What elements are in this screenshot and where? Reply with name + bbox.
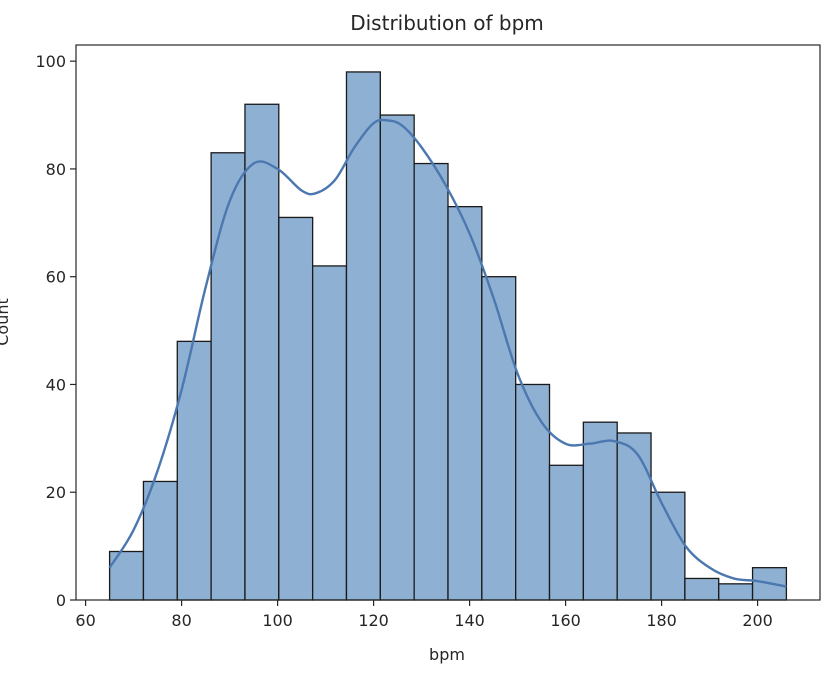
x-tick-label: 160 (550, 611, 581, 630)
histogram-bar (548, 464, 585, 601)
chart-title: Distribution of bpm (350, 11, 544, 35)
x-tick-label: 140 (454, 611, 485, 630)
y-tick-label: 20 (46, 483, 66, 502)
histogram-bar (718, 583, 754, 601)
y-axis-ticks: 0 20 40 60 80 100 (35, 52, 76, 610)
y-axis-label: Count (0, 298, 12, 346)
y-tick-label: 40 (46, 375, 66, 394)
plot-frame (75, 44, 821, 601)
x-tick-label: 200 (742, 611, 773, 630)
histogram-bar (684, 577, 720, 601)
y-tick-label: 60 (46, 268, 66, 287)
x-tick-label: 100 (262, 611, 293, 630)
y-tick-label: 0 (56, 591, 66, 610)
histogram-bar (244, 103, 280, 601)
histogram-bar (515, 383, 551, 601)
histogram-bar (210, 152, 246, 601)
histogram-bar (481, 276, 517, 601)
histogram-bar (447, 206, 483, 601)
histogram-bar (311, 265, 348, 601)
histogram-bar (413, 162, 449, 601)
x-tick-label: 120 (358, 611, 389, 630)
x-tick-label: 180 (646, 611, 677, 630)
y-tick-label: 100 (35, 52, 66, 71)
histogram-bar (379, 114, 415, 601)
histogram-bar (278, 216, 314, 601)
kde-curve (108, 118, 787, 588)
histogram-bar (345, 71, 381, 601)
x-tick-label: 80 (171, 611, 191, 630)
x-axis-ticks: 60 80 100 120 140 160 180 200 (75, 600, 773, 630)
histogram-bar (616, 432, 652, 601)
histogram-bar (176, 340, 212, 601)
y-tick-label: 80 (46, 160, 66, 179)
histogram-bar (650, 491, 686, 601)
bars-group (108, 71, 788, 601)
x-tick-label: 60 (75, 611, 95, 630)
histogram-bar (582, 421, 618, 601)
x-axis-label: bpm (429, 645, 465, 664)
histogram-bar (142, 480, 178, 601)
